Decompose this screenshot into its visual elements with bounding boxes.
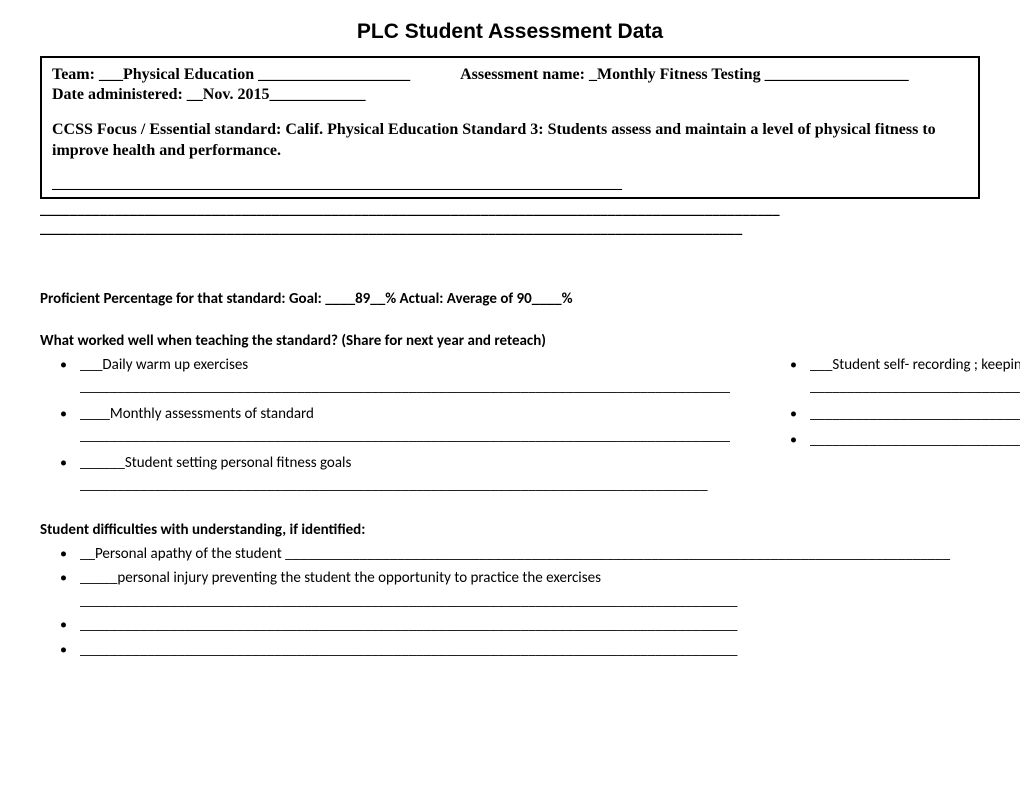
proficient-label: Proficient Percentage for that standard:… [40,290,325,308]
team-label: Team: [52,66,99,83]
assessment-label: Assessment name: [460,66,589,83]
list-item: _____personal injury preventing the stud… [80,567,980,612]
list-item: ______Student setting personal fitness g… [80,452,730,497]
date-value: __Nov. 2015____________ [187,86,366,103]
blank-lines-under-box: ________________________________________… [40,201,980,240]
list-item: __Personal apathy of the student _______… [80,543,980,566]
worked-well-left-col: ___Daily warm up exercises _____________… [40,354,730,501]
blank-under-1: ________________________________________… [40,201,780,219]
list-item: ________________________________________… [80,639,980,662]
proficient-actual: 90____% [517,290,573,308]
worked-well-heading: What worked well when teaching the stand… [40,332,980,350]
team-value: ___Physical Education __________________… [99,66,410,83]
worked-well-right-list: ___Student self- recording ; keeping a p… [770,354,1020,452]
list-item: ________________________________________… [810,403,1020,426]
list-item: ___Daily warm up exercises _____________… [80,354,730,399]
ccss-label: CCSS Focus / Essential standard: [52,121,285,138]
date-label: Date administered: [52,86,187,103]
blank-line-inside: ________________________________________… [52,176,968,193]
assessment-value: _Monthly Fitness Testing _______________… [589,66,909,83]
ccss-row: CCSS Focus / Essential standard: Calif. … [52,120,968,162]
list-item: ________________________________________… [80,614,980,637]
proficient-row: Proficient Percentage for that standard:… [40,290,980,308]
worked-well-left-list: ___Daily warm up exercises _____________… [40,354,730,497]
list-item: ____Monthly assessments of standard ____… [80,403,730,448]
difficulties-list: __Personal apathy of the student _______… [40,543,980,662]
list-item: ________________________________________… [810,429,1020,452]
header-row-1: Team: ___Physical Education ____________… [52,66,968,84]
list-item: ___Student self- recording ; keeping a p… [810,354,1020,399]
blank-under-2: ________________________________________… [40,220,742,238]
header-box: Team: ___Physical Education ____________… [40,56,980,199]
worked-well-right-col: ___Student self- recording ; keeping a p… [770,354,1020,501]
page-title: PLC Student Assessment Data [40,20,980,44]
header-row-2: Date administered: __Nov. 2015__________… [52,86,968,104]
difficulties-heading: Student difficulties with understanding,… [40,521,980,539]
proficient-goal: ____89__% [325,290,396,308]
proficient-actual-label: Actual: Average of [396,290,516,308]
worked-well-columns: ___Daily warm up exercises _____________… [40,354,980,501]
